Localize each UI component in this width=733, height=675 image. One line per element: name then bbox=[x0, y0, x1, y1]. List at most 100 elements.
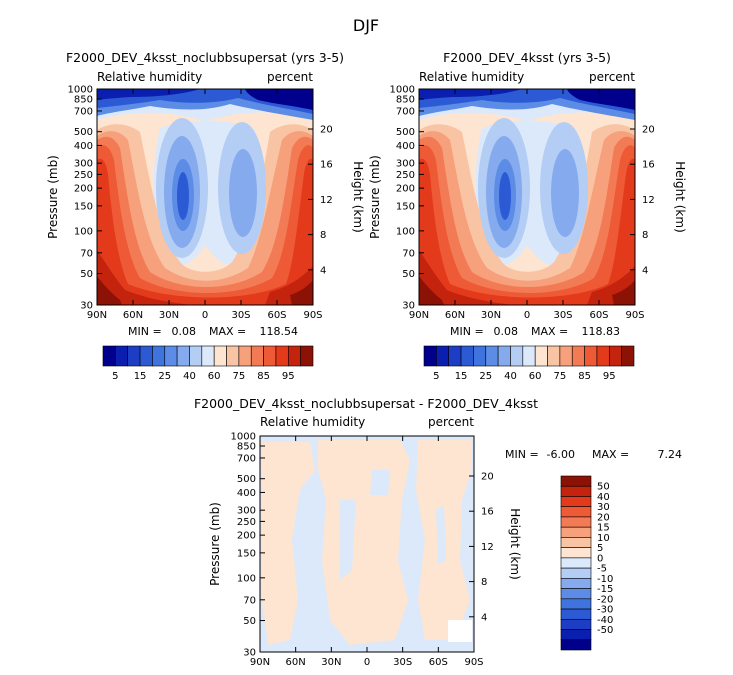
contour-fill-cool bbox=[499, 172, 511, 220]
y-tick-label: 500 bbox=[74, 127, 93, 138]
panel-right-max-value: 118.83 bbox=[582, 325, 621, 338]
contour-fill-warm bbox=[97, 131, 313, 305]
colorbar-swatch bbox=[213, 345, 227, 367]
panel-right-title: F2000_DEV_4ksst (yrs 3-5) bbox=[443, 50, 611, 65]
colorbar-label: 85 bbox=[257, 371, 270, 382]
x-tick-label: 30S bbox=[393, 657, 412, 668]
x-tick-label: 90N bbox=[409, 310, 429, 321]
y-tick-label: 500 bbox=[396, 127, 415, 138]
y-tick-label: 300 bbox=[396, 159, 415, 170]
colorbar-swatch bbox=[263, 345, 277, 367]
colorbar-swatch bbox=[560, 547, 592, 559]
contour-fill-cool bbox=[551, 149, 579, 237]
panel-right-axes: 90N 60N 30N 0 30S 60S 90S 30 50 70 100 150 200 250300… bbox=[390, 85, 655, 322]
panel-left-min-value: 0.08 bbox=[172, 325, 197, 338]
panel-difference-max-label: MAX = bbox=[592, 448, 629, 461]
colorbar-swatch bbox=[238, 345, 252, 367]
panel-difference-max-value: 7.24 bbox=[658, 448, 683, 461]
panel-difference-ylabel: Pressure (mb) bbox=[208, 502, 222, 586]
y-tick-label: 50 bbox=[80, 269, 93, 280]
panel-left-ylabel: Pressure (mb) bbox=[46, 155, 60, 239]
colorbar-swatch bbox=[189, 345, 203, 367]
y2-tick-label: 12 bbox=[320, 195, 333, 206]
colorbar-label: 75 bbox=[233, 371, 246, 382]
colorbar-swatch bbox=[300, 345, 314, 367]
y-tick-label: 400 bbox=[74, 141, 93, 152]
colorbar-swatch bbox=[560, 629, 592, 641]
colorbar-label: 25 bbox=[158, 371, 171, 382]
y2-tick-label: 20 bbox=[320, 125, 333, 136]
contour-fill-cool bbox=[436, 505, 446, 565]
colorbar-label: -5 bbox=[597, 564, 607, 575]
panel-left-plot bbox=[97, 89, 313, 305]
colorbar-swatch bbox=[608, 345, 622, 367]
colorbar-swatch bbox=[460, 345, 474, 367]
panel-difference-min-label: MIN = bbox=[505, 448, 539, 461]
colorbar-swatch bbox=[176, 345, 190, 367]
y2-tick-label: 8 bbox=[481, 577, 487, 588]
colorbar-label: 85 bbox=[578, 371, 591, 382]
contour-fill-cool bbox=[419, 89, 462, 96]
contour-fill-cool bbox=[245, 89, 313, 110]
panel-left-units: percent bbox=[267, 70, 313, 84]
colorbar-label: 95 bbox=[603, 371, 616, 382]
x-tick-label: 60S bbox=[267, 310, 286, 321]
x-tick-label: 60N bbox=[286, 657, 306, 668]
x-tick-label: 60N bbox=[445, 310, 465, 321]
colorbar-swatch bbox=[250, 345, 264, 367]
panel-right-plot bbox=[419, 89, 635, 305]
y-tick-label: 100 bbox=[396, 226, 415, 237]
panel-difference-plot bbox=[260, 436, 474, 652]
colorbar-swatch bbox=[621, 345, 635, 367]
colorbar-label: -20 bbox=[597, 594, 613, 605]
colorbar-label: 30 bbox=[597, 502, 610, 513]
y-tick-label: 150 bbox=[237, 548, 256, 559]
colorbar-swatch bbox=[560, 496, 592, 508]
contour-fill-warm bbox=[419, 131, 635, 305]
colorbar-swatch bbox=[560, 506, 592, 518]
colorbar-label: 15 bbox=[134, 371, 147, 382]
colorbar-swatch bbox=[560, 475, 592, 487]
x-tick-label: 90N bbox=[250, 657, 270, 668]
contour-fill-cool bbox=[340, 500, 356, 580]
contour-fill-warm bbox=[262, 442, 315, 645]
x-tick-label: 90N bbox=[87, 310, 107, 321]
y-tick-label: 30 bbox=[402, 301, 415, 312]
y-tick-label: 50 bbox=[402, 269, 415, 280]
y-tick-label: 300 bbox=[74, 159, 93, 170]
x-tick-label: 60S bbox=[429, 657, 448, 668]
colorbar-swatch bbox=[534, 345, 548, 367]
y2-tick-label: 4 bbox=[320, 265, 326, 276]
y2-tick-label: 12 bbox=[481, 542, 494, 553]
x-tick-label: 30N bbox=[159, 310, 179, 321]
panel-right-min-value: 0.08 bbox=[494, 325, 519, 338]
colorbar-swatch bbox=[560, 578, 592, 589]
y-tick-label: 200 bbox=[396, 184, 415, 195]
panel-left-colorbar: 5 15 25 40 60 75 85 95 bbox=[102, 345, 314, 382]
colorbar-swatch bbox=[560, 608, 592, 620]
x-tick-label: 90S bbox=[303, 310, 322, 321]
contour-fill-warm bbox=[290, 280, 313, 305]
y-tick-label: 70 bbox=[80, 248, 93, 259]
colorbar-swatch bbox=[560, 557, 592, 569]
contour-fill-cool bbox=[370, 470, 390, 495]
x-tick-label: 0 bbox=[202, 310, 208, 321]
colorbar-label: 15 bbox=[455, 371, 468, 382]
panel-left-axes: 90N 60N 30N 0 30S 60S 90S 30 50 70 100 150 200 250300… bbox=[68, 85, 333, 322]
y-tick-label: 50 bbox=[243, 616, 256, 627]
panel-difference-title: F2000_DEV_4ksst_noclubbsupersat - F2000_… bbox=[194, 396, 538, 411]
colorbar-label: -10 bbox=[597, 574, 613, 585]
panel-difference-min-value: -6.00 bbox=[547, 448, 575, 461]
y-tick-label: 700 bbox=[396, 106, 415, 117]
colorbar-swatch bbox=[560, 516, 592, 528]
colorbar-label: 0 bbox=[597, 553, 603, 564]
y2-tick-label: 12 bbox=[642, 195, 655, 206]
contour-fill-warm bbox=[318, 440, 410, 645]
colorbar-swatch bbox=[560, 588, 592, 600]
y2-tick-label: 8 bbox=[642, 230, 648, 241]
colorbar-swatch bbox=[226, 345, 240, 367]
colorbar-label: 5 bbox=[433, 371, 439, 382]
panel-right: F2000_DEV_4ksst (yrs 3-5) Relative humid… bbox=[368, 50, 687, 382]
